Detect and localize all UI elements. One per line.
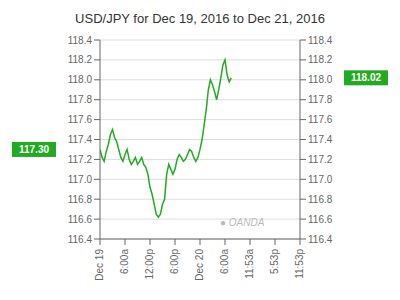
svg-text:116.8: 116.8 [68,194,93,205]
svg-text:116.8: 116.8 [308,194,333,205]
svg-text:117.30: 117.30 [19,144,49,155]
html-text:● OANDA: ● OANDA [220,217,265,228]
svg-text:12:00p: 12:00p [144,249,155,280]
svg-text:117.8: 117.8 [308,94,333,105]
svg-text:6:00a: 6:00a [219,249,230,274]
svg-text:11:53a: 11:53a [244,249,255,279]
svg-text:6:00a: 6:00a [119,249,130,274]
svg-text:118.2: 118.2 [308,54,333,65]
svg-text:6:00p: 6:00p [169,249,180,274]
svg-text:117.6: 117.6 [68,114,93,125]
svg-text:118.4: 118.4 [68,35,93,46]
svg-text:118.02: 118.02 [351,72,381,83]
svg-text:11:53p: 11:53p [294,249,305,279]
svg-text:116.4: 116.4 [68,234,93,245]
svg-text:118.0: 118.0 [68,74,93,85]
svg-text:118.4: 118.4 [308,35,333,46]
svg-text:116.4: 116.4 [308,234,333,245]
html-text:USD/JPY for Dec 19, 2016 to De: USD/JPY for Dec 19, 2016 to Dec 21, 2016 [75,11,325,26]
svg-text:116.6: 116.6 [68,214,93,225]
svg-text:116.6: 116.6 [308,214,333,225]
svg-text:117.2: 117.2 [308,154,333,165]
svg-text:117.6: 117.6 [308,114,333,125]
svg-text:Dec 19: Dec 19 [94,249,105,281]
svg-text:117.0: 117.0 [68,174,93,185]
svg-text:Dec 20: Dec 20 [194,249,205,281]
svg-text:118.2: 118.2 [68,54,93,65]
svg-text:117.8: 117.8 [68,94,93,105]
svg-text:5:53p: 5:53p [269,249,280,274]
svg-text:118.0: 118.0 [308,74,333,85]
svg-text:117.2: 117.2 [68,154,93,165]
svg-text:117.0: 117.0 [308,174,333,185]
svg-text:117.4: 117.4 [308,134,333,145]
svg-text:117.4: 117.4 [68,134,93,145]
